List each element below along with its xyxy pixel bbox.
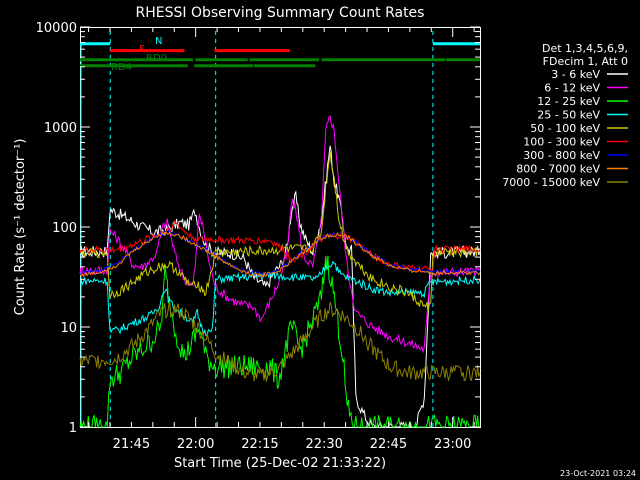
legend-entry-label: 6 - 12 keV [544, 82, 600, 95]
y-axis-label: Count Rate (s⁻¹ detector⁻¹) [13, 139, 28, 316]
series-line-8 [79, 231, 481, 278]
legend-entry-label: 12 - 25 keV [537, 95, 600, 108]
y-tick-label: 1000 [44, 121, 77, 136]
x-tick-label: 22:15 [241, 437, 278, 452]
y-tick-label: 1 [69, 421, 77, 436]
footer-timestamp: 23-Oct-2021 03:24 [560, 469, 636, 478]
flag-label-f: F [139, 44, 145, 55]
y-tick-label: 10 [60, 321, 77, 336]
legend-entry-label: 25 - 50 keV [537, 109, 600, 122]
legend-entry-label: 300 - 800 keV [523, 149, 600, 162]
legend-entry-label: 7000 - 15000 keV [502, 176, 600, 189]
x-tick-label: 21:45 [113, 437, 150, 452]
legend-title-line-2: FDecim 1, Att 0 [543, 55, 628, 68]
plot-frame [80, 27, 481, 428]
x-tick-label: 22:00 [177, 437, 214, 452]
x-tick-label: 22:45 [370, 437, 407, 452]
series-line-1 [79, 145, 481, 429]
flag-label-rd0: RD0 [146, 53, 167, 64]
x-tick-label: 22:30 [305, 437, 342, 452]
legend-entry-label: 3 - 6 keV [551, 68, 600, 81]
series-line-5 [79, 151, 481, 312]
series-line-3 [79, 255, 480, 429]
series-line-9 [79, 301, 481, 382]
chart-title: RHESSI Observing Summary Count Rates [136, 5, 425, 21]
x-axis-label: Start Time (25-Dec-02 21:33:22) [174, 456, 386, 471]
flag-label-n: N [155, 36, 162, 47]
y-tick-label: 10000 [36, 21, 77, 36]
y-tick-label: 100 [52, 221, 77, 236]
legend-entry-label: 50 - 100 keV [530, 122, 600, 135]
axes: 1 10 100 1000 10000 21:45 22:00 22:15 22:30 22:45… [36, 21, 480, 452]
legend-entry-label: 800 - 7000 keV [516, 163, 600, 176]
legend-title-line-1: Det 1,3,4,5,6,9, [542, 42, 628, 55]
x-tick-label: 23:00 [434, 437, 471, 452]
legend-entry-label: 100 - 300 keV [523, 136, 600, 149]
legend: Det 1,3,4,5,6,9,FDecim 1, Att 03 - 6 keV… [502, 42, 628, 189]
series-line-2 [79, 115, 481, 354]
flag-label-rd4: RD4 [111, 62, 132, 73]
